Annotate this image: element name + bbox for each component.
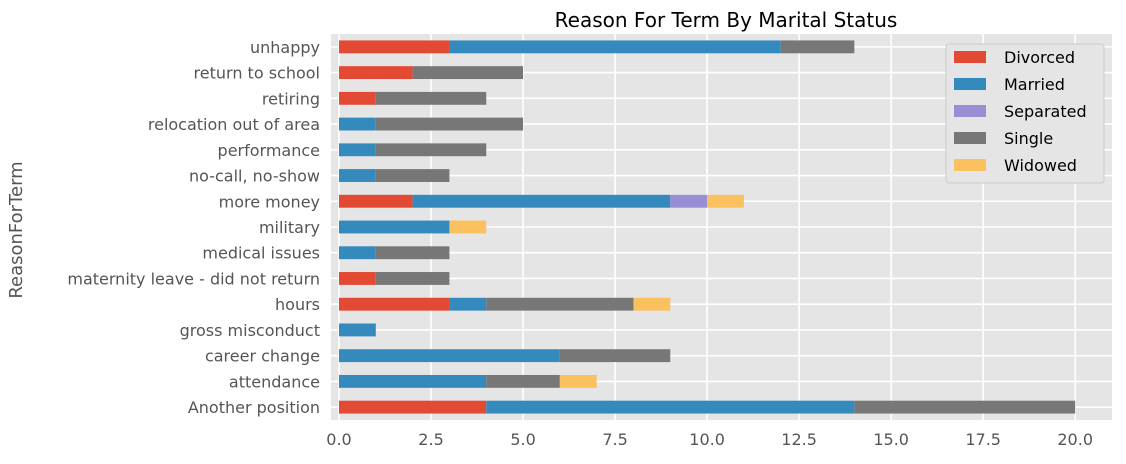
bar-segment — [449, 297, 487, 311]
y-tick-label: unhappy — [250, 38, 320, 57]
bars — [339, 40, 1076, 414]
bar-segment — [780, 40, 855, 54]
y-tick-label: career change — [205, 347, 320, 366]
bar-segment — [559, 349, 671, 363]
bar-segment — [449, 40, 781, 54]
y-tick-label: maternity leave - did not return — [67, 269, 320, 288]
bar-segment — [339, 297, 450, 311]
x-tick-label: 0.0 — [326, 430, 351, 449]
legend-entry: Divorced — [1004, 48, 1075, 67]
bar-segment — [633, 297, 671, 311]
legend-entry: Separated — [1004, 102, 1087, 121]
bar-segment — [486, 374, 560, 388]
y-tick-label: relocation out of area — [148, 115, 320, 134]
bar-segment — [854, 400, 1076, 414]
y-tick-label: more money — [219, 192, 320, 211]
y-tick-label: attendance — [229, 372, 320, 391]
bar-segment — [339, 272, 376, 285]
x-tick-label: 12.5 — [781, 430, 817, 449]
bar-segment — [339, 91, 376, 105]
y-tick-label: gross misconduct — [180, 321, 320, 340]
x-tick-labels: 0.0 2.5 5.0 7.5 10.0 12.5 15.0 17.5 20.0 — [326, 430, 1093, 449]
legend: Divorced Married Separated Single Widowed — [945, 43, 1105, 184]
y-tick-labels: Another position attendance career change g… — [67, 38, 320, 417]
bar-segment — [375, 143, 487, 157]
bar-segment — [339, 400, 487, 414]
bar-segment — [559, 374, 597, 388]
bar-segment — [375, 246, 450, 260]
y-tick-label: Another position — [188, 398, 320, 417]
bar-segment — [486, 297, 634, 311]
legend-swatch — [954, 105, 986, 117]
bar-segment — [670, 194, 708, 208]
y-axis-label: ReasonForTerm — [6, 161, 27, 298]
y-tick-label: retiring — [262, 89, 320, 108]
bar-segment — [375, 272, 450, 285]
y-tick-label: performance — [218, 141, 320, 160]
bar-segment — [339, 220, 450, 234]
bar-segment — [486, 400, 855, 414]
y-tick-label: hours — [275, 295, 320, 314]
legend-entry: Married — [1004, 75, 1065, 94]
bar-segment — [375, 91, 487, 105]
bar-segment — [375, 169, 450, 182]
x-tick-label: 17.5 — [965, 430, 1001, 449]
x-tick-label: 2.5 — [418, 430, 443, 449]
legend-swatch — [954, 132, 986, 144]
bar-segment — [339, 246, 376, 260]
y-tick-label: medical issues — [202, 244, 320, 263]
bar-segment — [339, 323, 376, 337]
legend-swatch — [954, 78, 986, 90]
x-tick-label: 20.0 — [1057, 430, 1093, 449]
bar-segment — [412, 194, 671, 208]
bar-segment — [339, 143, 376, 157]
legend-entry: Single — [1004, 129, 1053, 148]
bar-segment — [707, 194, 744, 208]
chart-title: Reason For Term By Marital Status — [555, 8, 898, 32]
bar-segment — [339, 169, 376, 182]
y-tick-label: return to school — [194, 64, 320, 83]
bar-segment — [339, 349, 560, 363]
y-tick-label: military — [259, 218, 320, 237]
bar-segment — [412, 66, 524, 80]
bar-segment — [339, 117, 376, 131]
legend-swatch — [954, 159, 986, 171]
bar-segment — [449, 220, 487, 234]
legend-swatch — [954, 51, 986, 63]
legend-entry: Widowed — [1004, 156, 1077, 175]
bar-segment — [339, 374, 487, 388]
y-tick-label: no-call, no-show — [189, 167, 320, 186]
x-tick-label: 15.0 — [873, 430, 909, 449]
x-tick-label: 7.5 — [602, 430, 627, 449]
bar-segment — [375, 117, 524, 131]
bar-segment — [339, 40, 450, 54]
x-tick-label: 5.0 — [510, 430, 535, 449]
x-tick-label: 10.0 — [689, 430, 725, 449]
bar-segment — [339, 66, 413, 80]
bar-segment — [339, 194, 413, 208]
